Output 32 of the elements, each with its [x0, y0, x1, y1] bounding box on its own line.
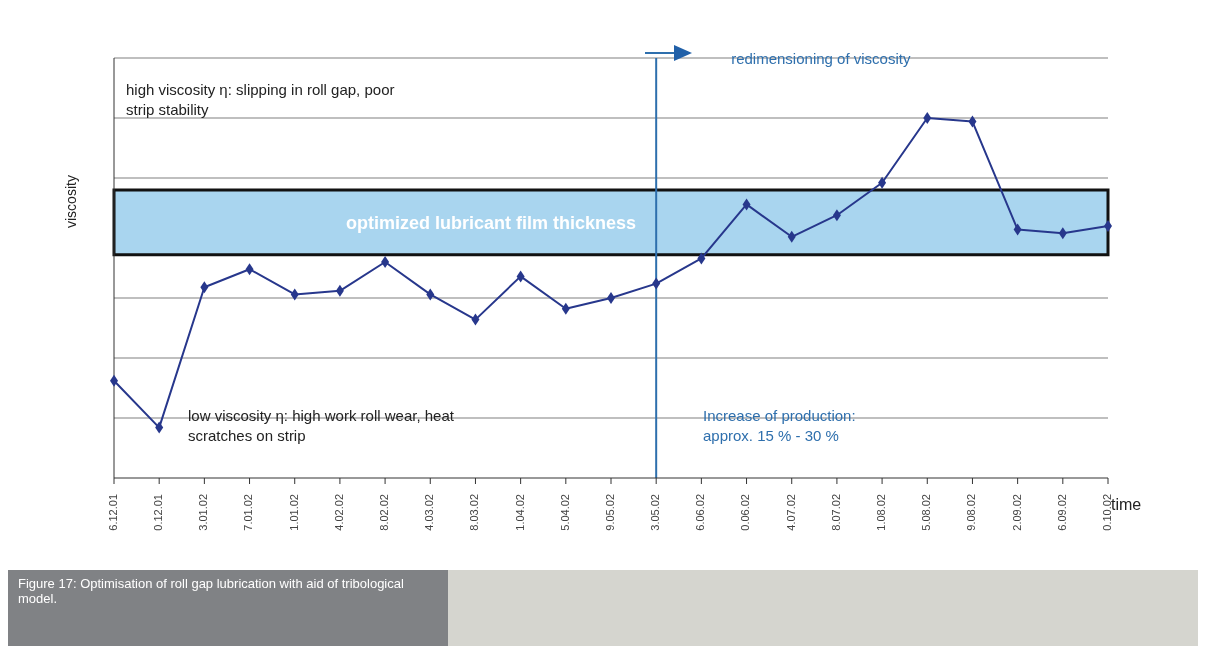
annotation: high viscosity η: slipping in roll gap, poor strip stability [126, 80, 396, 120]
x-tick-label: 0.12.01 [152, 494, 165, 531]
x-tick-label: 4.07.02 [784, 494, 797, 531]
x-tick-label: 8.03.02 [468, 494, 481, 531]
y-axis-title: viscosity [63, 175, 79, 228]
x-tick-label: 4.02.02 [332, 494, 345, 531]
x-tick-label: 8.07.02 [829, 494, 842, 531]
x-tick-label: 6.06.02 [694, 494, 707, 531]
x-tick-label: 6.09.02 [1055, 494, 1068, 531]
x-tick-label: 9.05.02 [603, 494, 616, 531]
annotation: Increase of production: approx. 15 % - 30 % [703, 406, 857, 446]
point [923, 112, 932, 124]
x-tick-label: 9.08.02 [965, 494, 978, 531]
x-tick-label: 4.03.02 [423, 494, 436, 531]
annotation: low viscosity η: high work roll wear, heat scratches on strip [188, 406, 455, 446]
x-tick-label: 8.02.02 [378, 494, 390, 531]
band-label: optimized lubricant film thickness [345, 212, 637, 233]
x-tick-label: 0.06.02 [739, 494, 752, 531]
x-tick-label: 3.01.02 [197, 494, 210, 531]
x-tick-label: 1.04.02 [513, 494, 526, 531]
x-tick-label: 5.08.02 [920, 494, 933, 531]
x-tick-label: 3.05.02 [649, 494, 662, 531]
x-axis-title: time [1111, 496, 1142, 514]
ref-line-label: redimensioning of viscosity [731, 50, 911, 67]
caption: Figure 17: Optimisation of roll gap lubrication with aid of tribological model. [8, 570, 448, 646]
x-tick-label: 5.04.02 [558, 494, 571, 531]
x-tick-label: 1.01.02 [287, 494, 300, 531]
x-tick-label: 6.12.01 [106, 494, 119, 531]
x-tick-label: 7.01.02 [242, 494, 255, 531]
x-tick-label: 1.08.02 [875, 494, 887, 531]
x-tick-label: 2.09.02 [1010, 494, 1023, 531]
point [381, 256, 390, 268]
